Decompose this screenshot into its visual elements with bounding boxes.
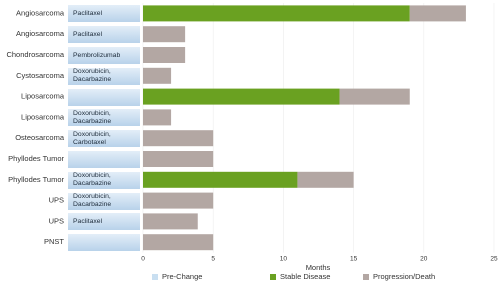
pre-change-box: Doxorubicin, Dacarbazine: [68, 191, 140, 210]
y-tick-label: Chondrosarcoma: [6, 50, 64, 59]
bar-segment: [339, 88, 410, 105]
pre-change-box: Doxorubicin, Carbotaxel: [68, 129, 140, 148]
legend-swatch: [270, 274, 276, 280]
bar-segment: [143, 151, 214, 167]
bar-segment: [297, 171, 354, 188]
bar-segment: [143, 192, 214, 209]
pre-change-box: Paclitaxel: [68, 4, 140, 23]
x-tick-label: 5: [211, 255, 215, 262]
bar-segment: [409, 5, 466, 22]
legend-label: Pre-Change: [162, 272, 202, 281]
pre-change-box: Doxorubicin, Dacarbazine: [68, 66, 140, 85]
y-tick-label: UPS: [49, 216, 64, 225]
bar-segment: [143, 67, 172, 84]
y-tick-label: Osteosarcoma: [15, 133, 65, 142]
bar-segment: [143, 234, 214, 251]
bar-segment: [143, 109, 172, 126]
bar-segment: [143, 88, 340, 105]
pre-change-box: Doxorubicin, Dacarbazine: [68, 108, 140, 127]
y-tick-label: Liposarcoma: [21, 92, 65, 101]
bar-segment: [143, 26, 186, 43]
x-tick-label: 10: [280, 255, 288, 262]
pre-change-box: [68, 233, 140, 252]
bar-segment: [143, 5, 410, 22]
x-tick-label: 15: [350, 255, 358, 262]
legend-swatch: [363, 274, 369, 280]
y-tick-label: PNST: [44, 237, 64, 246]
x-tick-label: 25: [490, 255, 498, 262]
legend-swatch: [152, 274, 158, 280]
pre-change-box: Pembrolizumab: [68, 46, 140, 64]
bar-segment: [143, 130, 214, 147]
bar-segment: [143, 47, 186, 63]
legend-label: Stable Disease: [280, 272, 330, 281]
y-tick-label: Liposarcoma: [21, 112, 65, 121]
y-tick-label: Angiosarcoma: [16, 29, 65, 38]
x-tick-label: 20: [420, 255, 428, 262]
pre-change-box: [68, 150, 140, 168]
bar-segment: [143, 213, 198, 230]
legend-label: Progression/Death: [373, 272, 435, 281]
y-tick-label: Phyllodes Tumor: [8, 154, 64, 163]
pre-change-box: Doxorubicin, Dacarbazine: [68, 170, 140, 189]
bar-segment: [143, 171, 298, 188]
pre-change-box: Paclitaxel: [68, 212, 140, 231]
y-tick-label: UPS: [49, 196, 64, 205]
x-tick-label: 0: [141, 255, 145, 262]
pre-change-box: Paclitaxel: [68, 25, 140, 44]
y-tick-label: Cystosarcoma: [16, 71, 65, 80]
x-axis-label: Months: [306, 263, 331, 272]
pre-change-box: [68, 87, 140, 106]
y-tick-label: Angiosarcoma: [16, 8, 65, 17]
y-tick-label: Phyllodes Tumor: [8, 175, 64, 184]
